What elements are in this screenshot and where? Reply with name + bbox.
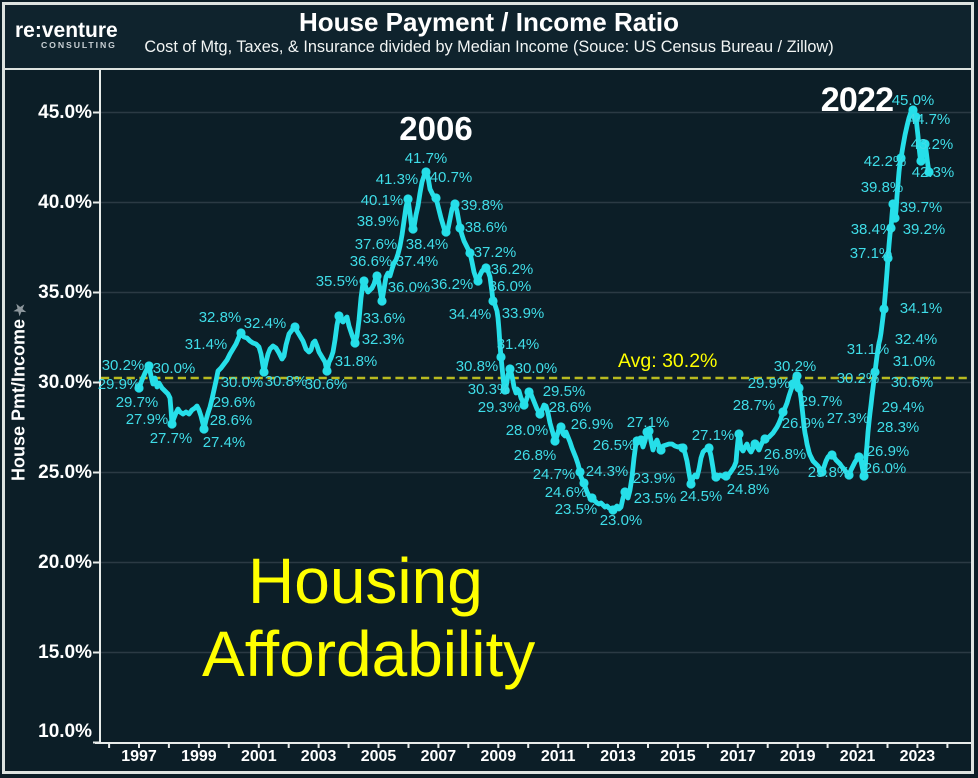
svg-text:38.9%: 38.9% (357, 213, 400, 230)
svg-text:24.7%: 24.7% (533, 466, 576, 483)
svg-text:29.9%: 29.9% (98, 376, 141, 393)
svg-text:31.0%: 31.0% (893, 353, 936, 370)
svg-text:29.5%: 29.5% (543, 383, 586, 400)
svg-text:27.7%: 27.7% (150, 430, 193, 447)
svg-text:37.4%: 37.4% (396, 253, 439, 270)
svg-text:32.4%: 32.4% (244, 315, 287, 332)
svg-text:29.9%: 29.9% (748, 375, 791, 392)
svg-text:30.0%: 30.0% (515, 360, 558, 377)
svg-text:30.2%: 30.2% (102, 357, 145, 374)
svg-text:26.8%: 26.8% (514, 447, 557, 464)
svg-text:26.8%: 26.8% (764, 446, 807, 463)
svg-text:38.4%: 38.4% (851, 221, 894, 238)
svg-text:29.3%: 29.3% (478, 399, 521, 416)
svg-text:31.1%: 31.1% (847, 341, 890, 358)
svg-text:42.2%: 42.2% (864, 153, 907, 170)
svg-text:27.1%: 27.1% (692, 427, 735, 444)
svg-text:37.2%: 37.2% (474, 244, 517, 261)
svg-text:30.6%: 30.6% (891, 374, 934, 391)
svg-text:43.2%: 43.2% (911, 136, 954, 153)
svg-text:36.6%: 36.6% (350, 253, 393, 270)
svg-text:38.6%: 38.6% (465, 219, 508, 236)
svg-text:26.9%: 26.9% (867, 443, 910, 460)
svg-text:40.7%: 40.7% (430, 169, 473, 186)
svg-text:30.0%: 30.0% (221, 374, 264, 391)
svg-text:23.5%: 23.5% (555, 501, 598, 518)
svg-text:40.1%: 40.1% (361, 192, 404, 209)
svg-text:23.0%: 23.0% (600, 512, 643, 529)
svg-text:29.7%: 29.7% (800, 393, 843, 410)
svg-text:25.8%: 25.8% (808, 464, 851, 481)
svg-text:30.6%: 30.6% (305, 376, 348, 393)
svg-text:24.6%: 24.6% (545, 484, 588, 501)
svg-text:23.9%: 23.9% (633, 470, 676, 487)
svg-text:24.8%: 24.8% (727, 481, 770, 498)
svg-text:33.9%: 33.9% (502, 305, 545, 322)
svg-text:28.0%: 28.0% (506, 422, 549, 439)
svg-text:36.2%: 36.2% (491, 261, 534, 278)
svg-text:26.5%: 26.5% (593, 437, 636, 454)
svg-text:23.5%: 23.5% (634, 490, 677, 507)
svg-text:28.6%: 28.6% (549, 399, 592, 416)
svg-text:45.0%: 45.0% (892, 92, 935, 109)
svg-text:41.3%: 41.3% (376, 171, 419, 188)
svg-text:28.6%: 28.6% (210, 412, 253, 429)
svg-text:29.7%: 29.7% (116, 394, 159, 411)
svg-text:27.3%: 27.3% (827, 410, 870, 427)
svg-text:28.7%: 28.7% (733, 397, 776, 414)
svg-text:37.6%: 37.6% (355, 236, 398, 253)
svg-text:34.1%: 34.1% (900, 300, 943, 317)
svg-text:39.8%: 39.8% (461, 197, 504, 214)
svg-text:36.0%: 36.0% (489, 278, 532, 295)
svg-text:33.6%: 33.6% (363, 310, 406, 327)
svg-text:30.8%: 30.8% (265, 373, 308, 390)
svg-text:31.8%: 31.8% (335, 353, 378, 370)
svg-text:29.4%: 29.4% (882, 399, 925, 416)
svg-text:30.2%: 30.2% (837, 370, 880, 387)
svg-text:27.4%: 27.4% (203, 434, 246, 451)
svg-text:26.9%: 26.9% (782, 415, 825, 432)
svg-text:32.8%: 32.8% (199, 309, 242, 326)
svg-text:41.7%: 41.7% (405, 150, 448, 167)
svg-text:39.8%: 39.8% (861, 179, 904, 196)
svg-text:32.4%: 32.4% (895, 331, 938, 348)
svg-text:24.5%: 24.5% (680, 488, 723, 505)
svg-text:38.4%: 38.4% (406, 236, 449, 253)
svg-text:36.2%: 36.2% (431, 276, 474, 293)
svg-text:39.2%: 39.2% (903, 221, 946, 238)
svg-text:26.0%: 26.0% (864, 460, 907, 477)
svg-text:26.9%: 26.9% (571, 416, 614, 433)
svg-text:42.3%: 42.3% (912, 164, 955, 181)
svg-text:32.3%: 32.3% (362, 331, 405, 348)
svg-text:36.0%: 36.0% (388, 279, 431, 296)
svg-text:24.3%: 24.3% (586, 463, 629, 480)
svg-text:44.7%: 44.7% (908, 111, 951, 128)
svg-text:25.1%: 25.1% (737, 462, 780, 479)
svg-text:30.8%: 30.8% (456, 358, 499, 375)
svg-text:30.3%: 30.3% (468, 381, 511, 398)
svg-text:30.2%: 30.2% (774, 358, 817, 375)
svg-text:31.4%: 31.4% (185, 336, 228, 353)
svg-text:35.5%: 35.5% (316, 273, 359, 290)
svg-text:37.1%: 37.1% (850, 245, 893, 262)
svg-text:27.9%: 27.9% (126, 411, 169, 428)
svg-text:31.4%: 31.4% (497, 336, 540, 353)
svg-text:34.4%: 34.4% (449, 306, 492, 323)
svg-text:30.0%: 30.0% (153, 360, 196, 377)
svg-text:39.7%: 39.7% (900, 199, 943, 216)
svg-text:28.3%: 28.3% (877, 419, 920, 436)
svg-text:29.6%: 29.6% (213, 394, 256, 411)
svg-text:27.1%: 27.1% (627, 414, 670, 431)
